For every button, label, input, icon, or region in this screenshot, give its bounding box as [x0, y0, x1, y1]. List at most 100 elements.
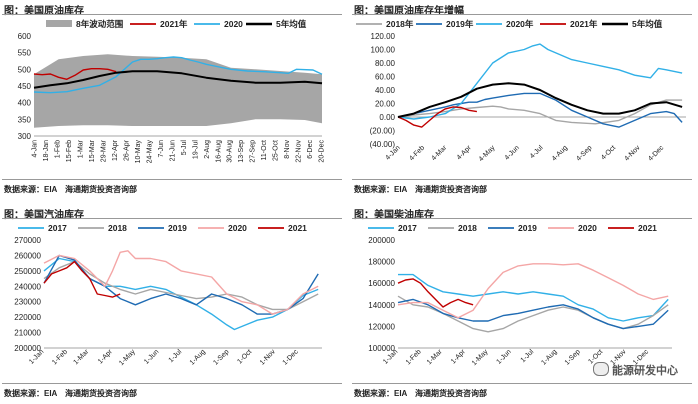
x-tick-label: 7-Jun: [158, 140, 165, 158]
series-line: [43, 260, 319, 311]
legend-label: 2020年: [506, 19, 534, 29]
x-tick-label: 1-Dec: [282, 348, 301, 367]
x-tick-label: 4-Oct: [600, 144, 617, 161]
y-tick-label: 140000: [368, 301, 395, 310]
series-line: [43, 254, 319, 315]
y-tick-label: 260000: [14, 251, 41, 260]
x-tick-label: 4-Jul: [529, 144, 545, 160]
series-line: [43, 250, 319, 315]
series-line: [397, 278, 474, 308]
y-tick-label: 450: [18, 82, 32, 91]
legend-label: 8年波动范围: [76, 19, 123, 29]
x-tick-label: 1-Feb: [405, 348, 423, 366]
y-tick-label: (40.00): [370, 140, 396, 149]
x-tick-label: 27-Sep: [250, 140, 257, 163]
chart-title: 图：美国原油库存: [4, 6, 84, 17]
x-tick-label: 4-Aug: [551, 144, 569, 162]
y-tick-label: 240000: [14, 282, 41, 291]
y-tick-label: (20.00): [370, 127, 396, 136]
y-tick-label: 100.00: [371, 46, 396, 55]
y-tick-label: 120000: [368, 322, 395, 331]
x-tick-label: 12-Apr: [112, 139, 119, 161]
divider: [2, 218, 342, 219]
y-tick-label: 600: [18, 32, 32, 41]
divider: [2, 14, 342, 15]
x-tick-label: 1-Mar: [77, 139, 84, 158]
series-line: [33, 56, 323, 94]
x-tick-label: 4-Dec: [647, 144, 666, 163]
legend-label: 2019年: [446, 19, 474, 29]
y-tick-label: 120.00: [371, 32, 396, 41]
legend-label: 2019: [518, 223, 537, 233]
crude-yoy-change-panel: 图：美国原油库存年增幅 (40.00) (20.00) 0.00 20.00 40.00…: [352, 2, 694, 200]
x-tick-label: 1-Jun: [495, 348, 512, 365]
legend-label: 2017: [48, 223, 67, 233]
x-tick-label: 6-Dec: [307, 140, 314, 159]
y-tick-label: 220000: [14, 313, 41, 322]
y-tick-label: 40.00: [375, 86, 396, 95]
chart-title: 图：美国柴油库存: [354, 210, 434, 221]
x-tick-label: 1-Sep: [212, 348, 230, 366]
legend-label: 5年均值: [632, 19, 663, 29]
series-line: [33, 70, 323, 89]
range-band: [34, 54, 322, 128]
crude-inventory-chart: 300 350 400 450 500 550 600 4-Jan 18-Jan 1-Feb 15-…: [18, 19, 326, 164]
x-tick-label: 1-Apr: [450, 348, 468, 366]
legend-label: 2018年: [386, 19, 414, 29]
x-tick-label: 22-Nov: [296, 140, 303, 163]
x-tick-label: 1-Feb: [54, 140, 61, 158]
divider: [352, 383, 692, 384]
series-line: [398, 273, 669, 322]
x-tick-label: 1-Jun: [143, 348, 160, 365]
x-tick-label: 25-Oct: [273, 140, 280, 161]
y-tick-label: 60.00: [375, 73, 396, 82]
divider: [2, 383, 342, 384]
x-tick-label: 15-Feb: [66, 140, 73, 162]
x-tick-label: 1-Oct: [236, 348, 253, 365]
gasoline-inventory-panel: 图：美国汽油库存 200000 210000 220000 230000 240000 2…: [2, 206, 344, 404]
x-tick-label: 11-Oct: [261, 140, 268, 161]
legend-label: 2018: [108, 223, 127, 233]
x-tick-label: 10-May: [135, 140, 142, 164]
y-tick-label: 350: [18, 115, 32, 124]
x-tick-label: 4-May: [478, 144, 497, 163]
x-tick-label: 8-Nov: [284, 140, 291, 159]
chart-title: 图：美国原油库存年增幅: [354, 6, 464, 17]
y-tick-label: 180000: [368, 258, 395, 267]
y-tick-label: 160000: [368, 279, 395, 288]
crude-yoy-change-chart: (40.00) (20.00) 0.00 20.00 40.00 60.00 80.00 10…: [356, 19, 686, 163]
watermark: 能源研发中心: [593, 362, 678, 378]
source-note: 数据来源：EIA 海通期货投资咨询部: [4, 185, 138, 194]
legend-label: 2021年: [570, 19, 598, 29]
source-note: 数据来源：EIA 海通期货投资咨询部: [4, 389, 138, 398]
series-line: [43, 257, 319, 331]
x-tick-label: 1-Mar: [426, 348, 444, 366]
x-tick-label: 1-May: [471, 348, 490, 367]
source-note: 数据来源：EIA 海通期货投资咨询部: [354, 389, 488, 398]
legend-label: 2019: [168, 223, 187, 233]
x-tick-label: 1-Aug: [189, 348, 207, 366]
legend-label: 2020: [224, 19, 243, 29]
x-tick-label: 4-Nov: [623, 144, 642, 163]
series-line: [397, 43, 683, 120]
series-line: [397, 298, 669, 330]
y-tick-label: 20.00: [375, 100, 396, 109]
y-tick-label: 550: [18, 49, 32, 58]
x-tick-label: 4-Sep: [575, 144, 593, 162]
x-tick-label: 30-Aug: [227, 140, 234, 163]
diesel-inventory-panel: 图：美国柴油库存 100000 120000 140000 160000 180000 2…: [352, 206, 694, 404]
x-tick-label: 15-Mar: [89, 139, 96, 162]
x-tick-label: 4-Jan: [31, 140, 38, 158]
y-tick-label: 500: [18, 65, 32, 74]
x-tick-label: 1-May: [118, 348, 137, 367]
chart-title: 图：美国汽油库存: [4, 210, 84, 221]
legend-swatch: [46, 20, 72, 27]
y-tick-label: 270000: [14, 236, 41, 245]
x-tick-label: 4-Feb: [408, 144, 426, 162]
y-tick-label: 80.00: [375, 59, 396, 68]
x-tick-label: 1-Nov: [259, 348, 278, 367]
x-tick-label: 4-Jun: [504, 144, 521, 161]
wechat-icon: [593, 362, 609, 376]
x-tick-label: 1-Feb: [51, 348, 69, 366]
y-tick-label: 400: [18, 99, 32, 108]
